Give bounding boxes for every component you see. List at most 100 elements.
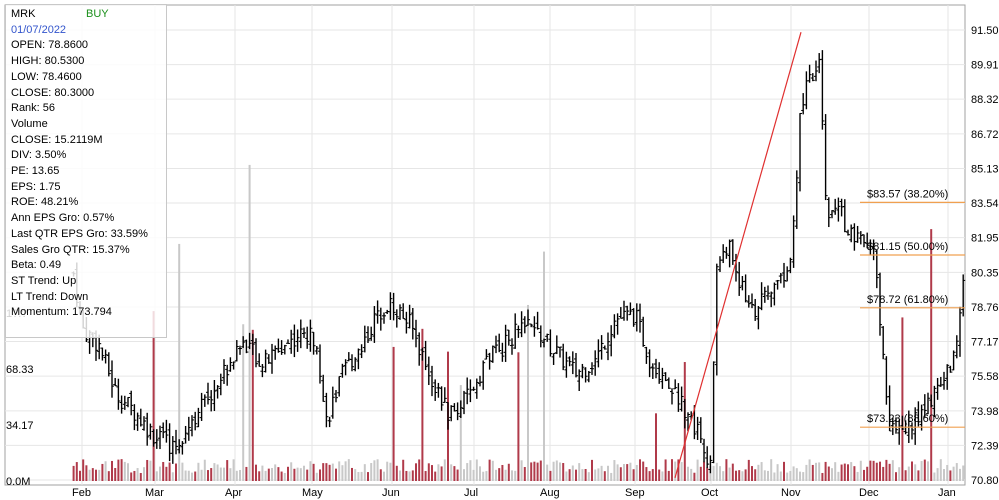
- volume-bar: [904, 470, 907, 481]
- volume-bar: [274, 464, 277, 481]
- volume-bar: [863, 469, 865, 481]
- volume-bar: [568, 469, 571, 481]
- volume-bar: [715, 462, 718, 481]
- price-tick-label: 77.17: [971, 337, 999, 349]
- volume-bar: [847, 464, 849, 481]
- volume-bar: [619, 467, 622, 481]
- volume-bar: [821, 472, 824, 481]
- volume-bar: [155, 471, 158, 481]
- volume-bar: [731, 463, 734, 481]
- volume-bar: [856, 471, 859, 481]
- volume-bar: [927, 461, 929, 481]
- volume-bar: [799, 471, 801, 481]
- volume-bar: [763, 470, 766, 481]
- stat-open: OPEN: 78.8600: [11, 39, 89, 52]
- volume-bar: [405, 470, 408, 481]
- volume-bar: [699, 466, 702, 481]
- volume-bar: [450, 464, 453, 481]
- volume-bar: [283, 472, 286, 481]
- volume-bar: [229, 468, 232, 481]
- volume-bar: [488, 459, 491, 481]
- volume-bar: [255, 464, 257, 481]
- volume-bar: [783, 461, 785, 481]
- volume-bar: [261, 465, 264, 481]
- volume-bar: [610, 472, 613, 481]
- volume-bar: [277, 467, 280, 481]
- volume-bar: [293, 468, 296, 481]
- volume-bar: [594, 469, 597, 481]
- volume-bar: [133, 470, 136, 481]
- price-tick-label: 81.95: [971, 233, 999, 245]
- volume-bar: [511, 470, 513, 481]
- volume-bar: [523, 467, 526, 481]
- volume-bar: [107, 471, 110, 481]
- volume-bar: [955, 463, 958, 481]
- volume-bar: [661, 471, 664, 481]
- volume-bar: [85, 465, 88, 481]
- month-label: Dec: [859, 487, 879, 499]
- volume-bar: [219, 467, 222, 481]
- volume-bar: [738, 470, 741, 481]
- volume-bar: [546, 464, 549, 481]
- volume-bar: [517, 352, 520, 481]
- volume-bar: [795, 468, 798, 481]
- quote-date: 01/07/2022: [11, 23, 67, 36]
- volume-bar: [600, 465, 603, 481]
- volume-bar: [632, 469, 635, 481]
- volume-bar: [946, 464, 949, 481]
- volume-bar: [152, 311, 155, 481]
- volume-bar: [527, 304, 529, 481]
- volume-bar: [939, 459, 942, 481]
- volume-bar: [655, 413, 657, 481]
- volume-bar: [943, 469, 945, 481]
- volume-bar: [818, 462, 821, 481]
- stat-div: DIV: 3.50%: [11, 149, 67, 162]
- volume-bar: [757, 464, 760, 481]
- volume-bar: [901, 317, 904, 481]
- volume-bar: [434, 471, 437, 481]
- volume-bar: [629, 462, 632, 481]
- volume-bar: [917, 470, 920, 481]
- volume-bar: [200, 469, 203, 481]
- volume-bar: [411, 470, 414, 481]
- volume-bar: [866, 466, 869, 481]
- volume-bar: [767, 470, 769, 481]
- volume-bar: [498, 468, 501, 481]
- month-label: Jun: [382, 487, 400, 499]
- volume-bar: [114, 467, 117, 481]
- volume-bar: [280, 471, 283, 481]
- volume-bar: [431, 465, 433, 481]
- volume-bar: [415, 463, 417, 481]
- month-label: Nov: [781, 487, 801, 499]
- stat-beta: Beta: 0.49: [11, 259, 62, 272]
- volume-bar: [379, 469, 382, 481]
- volume-bar: [885, 459, 888, 481]
- stat-rank: Rank: 56: [11, 102, 56, 115]
- volume-bar: [299, 468, 302, 481]
- trend-line: [674, 32, 802, 478]
- volume-bar: [789, 470, 792, 481]
- volume-bar: [392, 346, 395, 481]
- info-panel: MRK BUY 01/07/2022 OPEN: 78.8600 HIGH: 8…: [5, 4, 167, 338]
- volume-bar: [421, 328, 424, 481]
- volume-bar: [235, 470, 238, 481]
- volume-bar: [120, 459, 123, 481]
- volume-bar: [306, 469, 309, 481]
- volume-bar: [111, 460, 113, 481]
- volume-bar: [744, 469, 747, 481]
- stat-ann-eps-gro: Ann EPS Gro: 0.57%: [11, 212, 115, 225]
- info-header: MRK BUY: [11, 7, 166, 23]
- volume-bar: [677, 459, 680, 481]
- volume-bar: [539, 460, 542, 481]
- stat-momentum: Momentum: 173.794: [11, 306, 112, 319]
- volume-bar: [463, 469, 465, 481]
- volume-bar: [203, 459, 206, 481]
- volume-bar: [879, 461, 881, 481]
- volume-bar: [309, 461, 312, 481]
- volume-bar: [747, 459, 750, 481]
- volume-bar: [427, 463, 430, 481]
- volume-bar: [88, 469, 91, 481]
- volume-bar: [645, 467, 648, 481]
- price-tick-label: 83.54: [971, 198, 999, 210]
- volume-bar: [98, 469, 101, 481]
